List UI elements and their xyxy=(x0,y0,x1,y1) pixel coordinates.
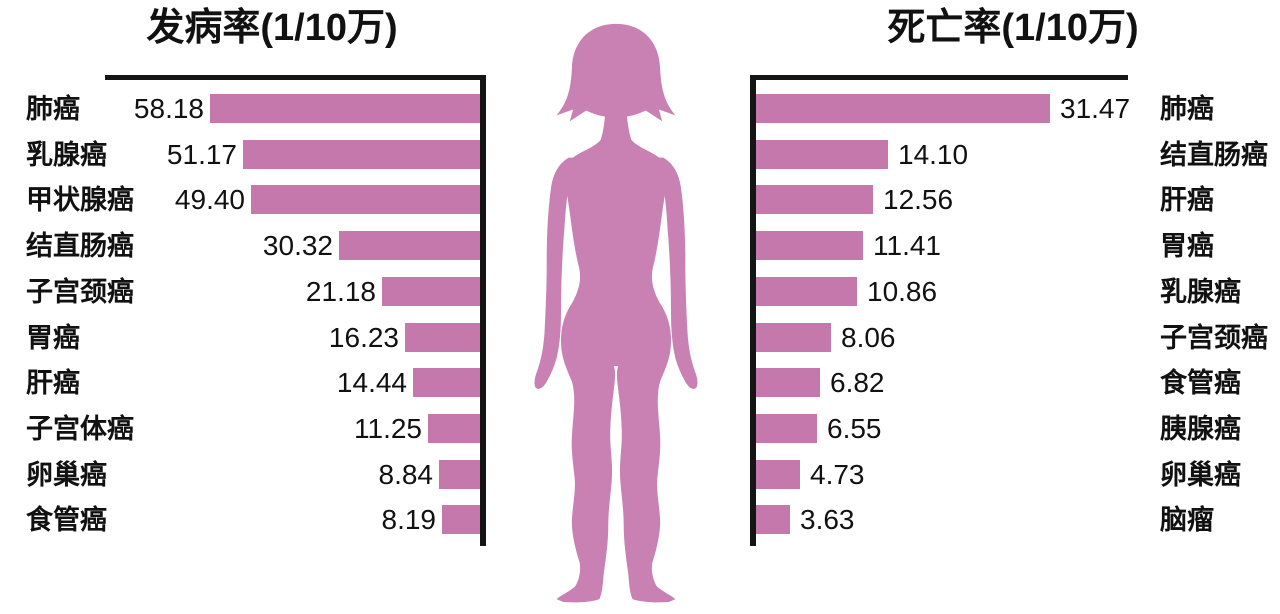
bar xyxy=(756,368,820,397)
bar-value-label: 58.18 xyxy=(133,93,204,124)
incidence-axis-vertical-line xyxy=(480,75,486,546)
bar-category-label: 结直肠癌 xyxy=(26,231,134,261)
bar-value-label: 14.10 xyxy=(898,139,969,170)
bar-value-label: 8.84 xyxy=(378,459,434,490)
bar-value-label: 6.82 xyxy=(830,367,885,398)
incidence-axis-top-line xyxy=(105,75,486,80)
bar-category-label: 子宫颈癌 xyxy=(26,277,134,307)
mortality-chart-title: 死亡率(1/10万) xyxy=(887,7,1139,49)
bar-category-label: 肺癌 xyxy=(26,94,80,124)
silhouette-left-arm xyxy=(534,157,579,389)
bar-value-label: 12.56 xyxy=(883,184,954,215)
bar-category-label: 食管癌 xyxy=(1160,368,1241,398)
bar-category-label: 乳腺癌 xyxy=(1160,277,1241,307)
bar xyxy=(210,94,480,123)
bar xyxy=(439,460,480,489)
bar-category-label: 结直肠癌 xyxy=(1160,140,1268,170)
bar-value-label: 14.44 xyxy=(336,367,407,398)
bar xyxy=(756,277,857,306)
bar xyxy=(756,460,800,489)
bar-value-label: 11.25 xyxy=(354,413,422,444)
mortality-axis-vertical-line xyxy=(750,75,756,546)
bar xyxy=(339,231,480,260)
bar-value-label: 6.55 xyxy=(827,413,882,444)
bar-category-label: 脑瘤 xyxy=(1160,505,1214,535)
bar xyxy=(243,140,480,169)
bar xyxy=(442,505,480,534)
bar-value-label: 10.86 xyxy=(867,276,938,307)
bar-value-label: 21.18 xyxy=(305,276,376,307)
female-silhouette xyxy=(506,20,726,604)
bar xyxy=(756,505,790,534)
bar xyxy=(756,185,873,214)
bar xyxy=(382,277,480,306)
bar-category-label: 子宫体癌 xyxy=(26,414,134,444)
silhouette-body xyxy=(556,102,676,603)
bar xyxy=(251,185,480,214)
bar xyxy=(428,414,480,443)
bar-value-label: 3.63 xyxy=(800,504,855,535)
bar-category-label: 子宫颈癌 xyxy=(1160,323,1268,353)
bar-value-label: 30.32 xyxy=(262,230,333,261)
bar xyxy=(413,368,480,397)
bar-category-label: 肝癌 xyxy=(1160,185,1214,215)
bar-category-label: 胃癌 xyxy=(26,323,80,353)
bar-category-label: 胃癌 xyxy=(1160,231,1214,261)
bar-category-label: 甲状腺癌 xyxy=(26,185,134,215)
bar-category-label: 卵巢癌 xyxy=(26,460,107,490)
mortality-axis-top-line xyxy=(750,75,1128,80)
bar-category-label: 乳腺癌 xyxy=(26,140,107,170)
bar-value-label: 49.40 xyxy=(174,184,245,215)
bar-category-label: 食管癌 xyxy=(26,505,107,535)
bar-category-label: 肝癌 xyxy=(26,368,80,398)
bar xyxy=(756,231,863,260)
bar-value-label: 31.47 xyxy=(1060,93,1131,124)
bar xyxy=(756,323,831,352)
bar-category-label: 肺癌 xyxy=(1160,94,1214,124)
bar-value-label: 11.41 xyxy=(873,230,941,261)
bar-value-label: 4.73 xyxy=(810,459,865,490)
bar xyxy=(756,94,1050,123)
bar xyxy=(405,323,480,352)
bar-value-label: 8.19 xyxy=(381,504,437,535)
incidence-chart-title: 发病率(1/10万) xyxy=(146,7,398,49)
bar-value-label: 16.23 xyxy=(328,322,399,353)
bar-value-label: 8.06 xyxy=(841,322,896,353)
silhouette-right-arm xyxy=(653,157,698,389)
silhouette-hair xyxy=(556,23,676,122)
bar-category-label: 卵巢癌 xyxy=(1160,460,1241,490)
bar-category-label: 胰腺癌 xyxy=(1160,414,1241,444)
bar xyxy=(756,140,888,169)
bar-value-label: 51.17 xyxy=(166,139,237,170)
bar xyxy=(756,414,817,443)
